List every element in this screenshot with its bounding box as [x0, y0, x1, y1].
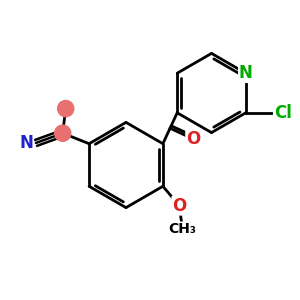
Text: CH₃: CH₃ — [169, 222, 196, 236]
Text: Cl: Cl — [274, 104, 292, 122]
Text: N: N — [239, 64, 253, 82]
Text: O: O — [186, 130, 200, 148]
Circle shape — [55, 125, 71, 141]
Text: N: N — [20, 134, 33, 152]
Circle shape — [58, 100, 74, 117]
Text: O: O — [172, 197, 187, 215]
